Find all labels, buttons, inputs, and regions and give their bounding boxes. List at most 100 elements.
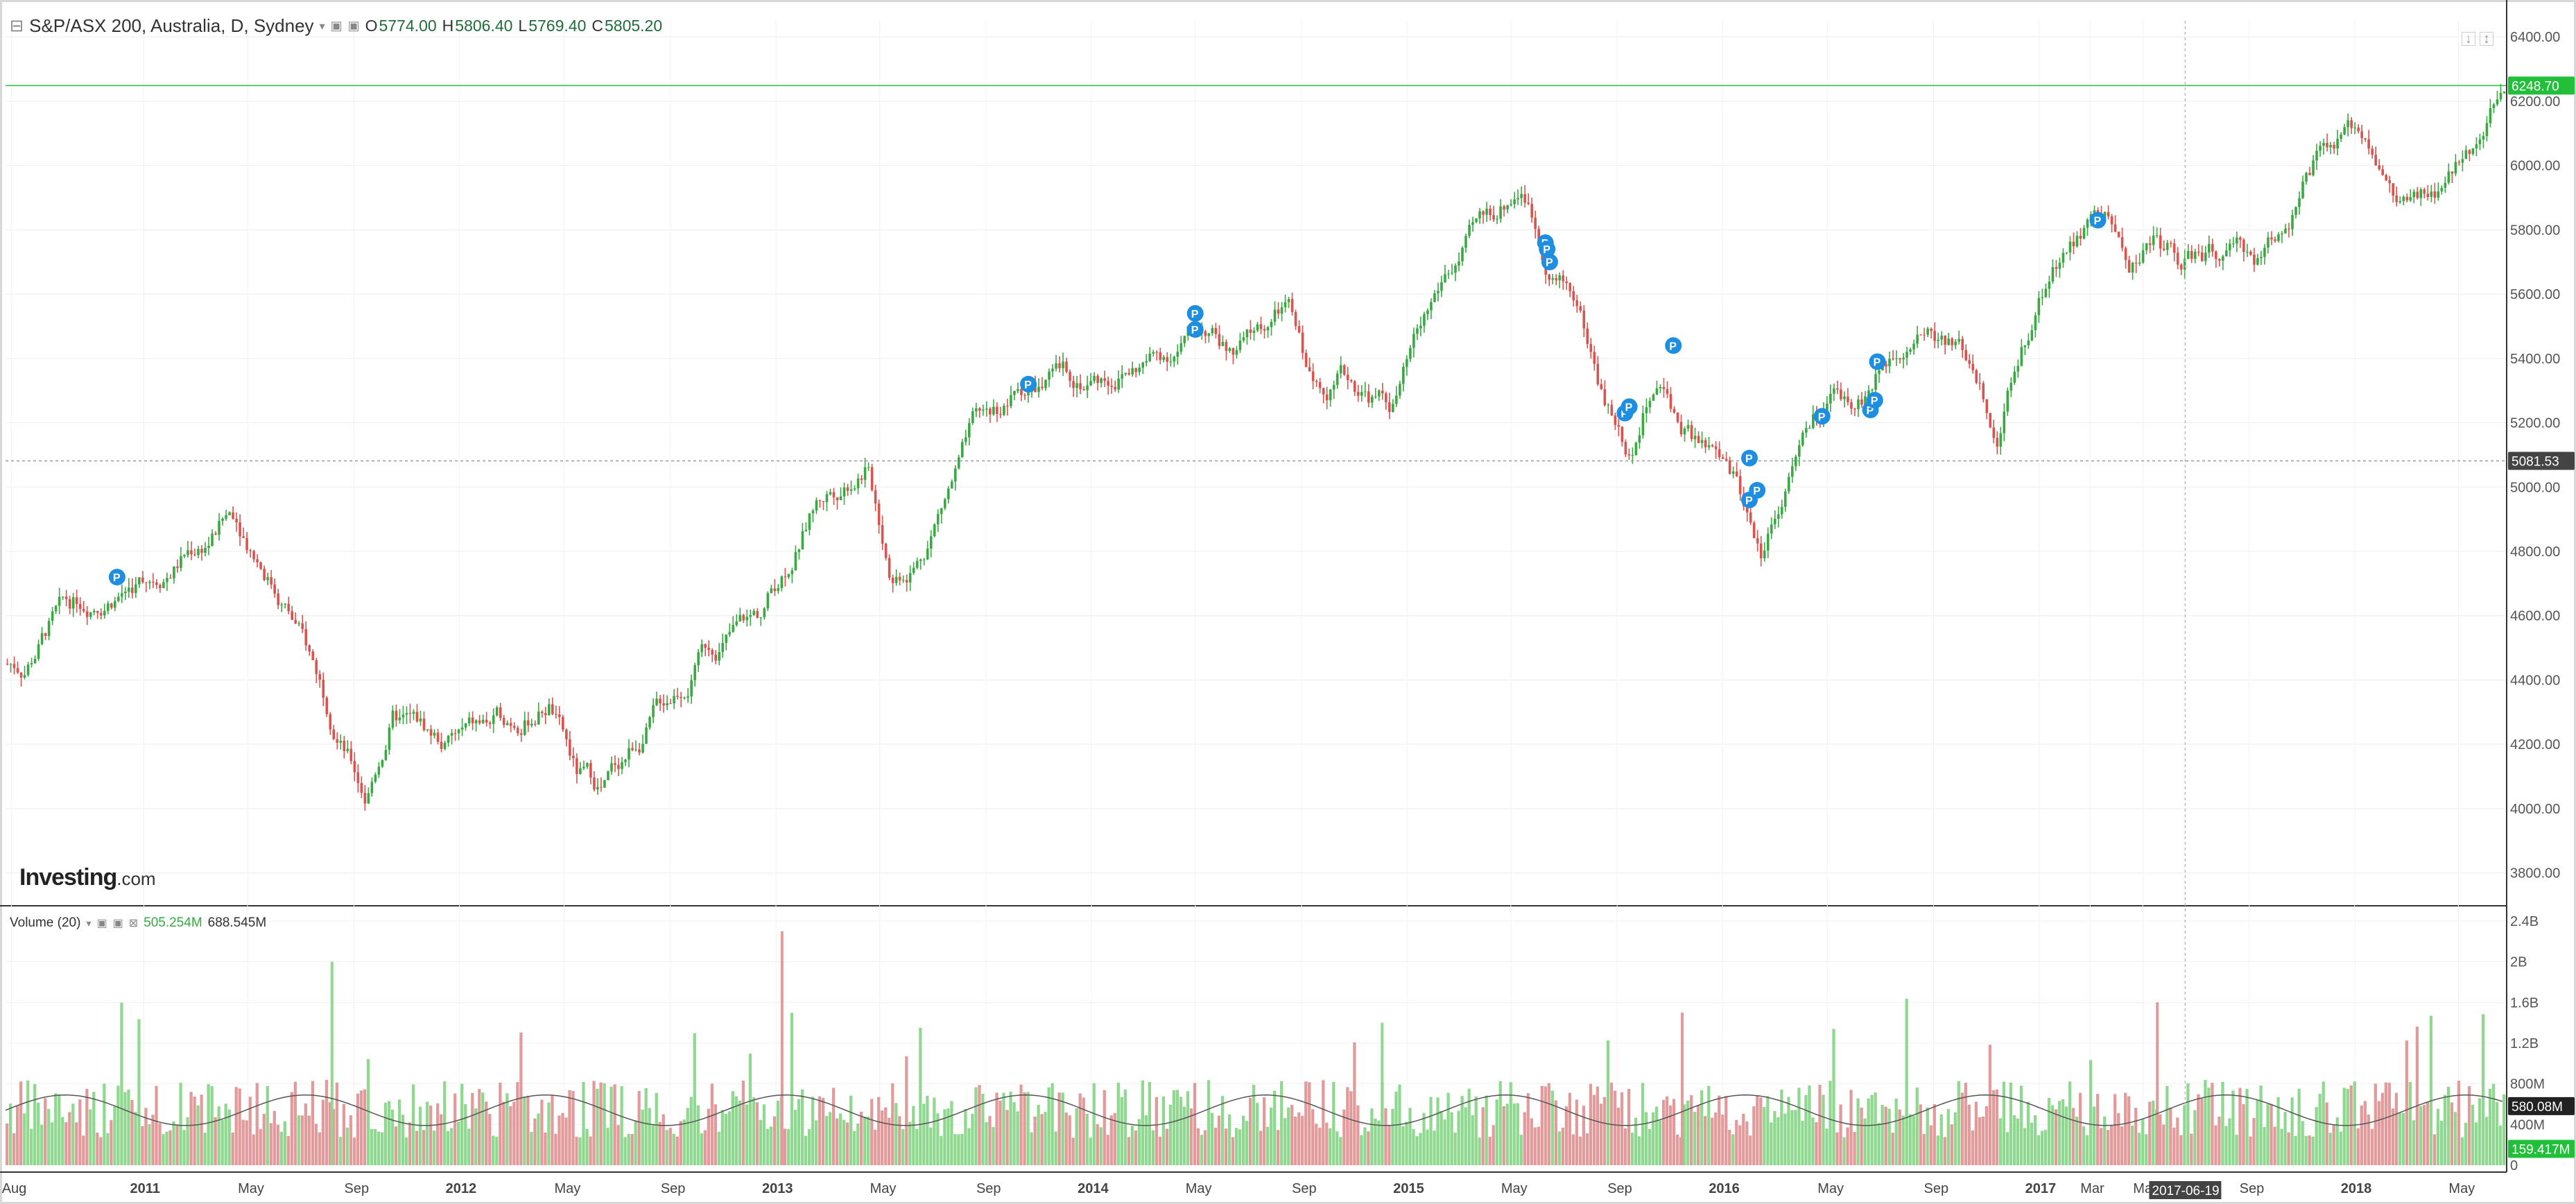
hide-icon[interactable]: ▣ [112,918,123,929]
volume-bar [689,1096,693,1165]
volume-bar [1002,1092,1005,1165]
hide-icon[interactable]: ▣ [347,19,360,33]
event-marker[interactable]: P [1186,304,1204,322]
candle-body [2416,191,2419,198]
volume-bar [214,1117,217,1165]
candle-body [391,710,395,728]
volume-bar [1113,1112,1116,1165]
volume-bar [345,1127,349,1165]
chevron-down-icon[interactable]: ▾ [86,917,92,929]
candle-body [1471,222,1474,225]
volume-bar [571,1090,575,1165]
volume-bar [2214,1125,2218,1165]
event-marker[interactable]: P [1665,337,1682,354]
candle-body [2107,212,2110,216]
candle-body [1766,533,1770,551]
event-marker[interactable]: P [1749,481,1766,499]
candle-body [2482,136,2485,140]
volume-bar [1405,1121,1408,1165]
collapse-icon[interactable]: ⊟ [10,17,24,35]
volume-bar [978,1085,981,1165]
event-marker[interactable]: P [2089,212,2107,229]
volume-bar [940,1135,943,1165]
candle-body [2312,160,2315,175]
chevron-down-icon[interactable]: ▾ [319,20,325,33]
candle-body [1926,328,1929,335]
volume-bar [2138,1133,2141,1165]
volume-bar [1329,1128,1332,1165]
event-marker-circle [1186,321,1204,338]
event-marker-circle [108,569,126,586]
candle-body [2075,235,2079,247]
candle-body [1492,214,1495,220]
time-tick-label: 2016 [1709,1181,1740,1196]
volume-bar [1578,1136,1582,1165]
candle-body [2027,340,2030,345]
candle-body [888,558,891,578]
volume-bar [238,1088,241,1165]
candle-body [725,634,728,643]
event-marker[interactable]: P [1539,241,1556,258]
candle-body [1134,368,1138,372]
settings-icon[interactable]: ▣ [330,19,343,33]
event-marker[interactable]: P [1866,392,1883,409]
candle-body [2371,148,2374,155]
settings-icon[interactable]: ▣ [96,918,107,929]
event-marker[interactable]: P [1186,321,1204,338]
candle-body [680,696,682,698]
volume-bar [2172,1127,2176,1165]
candle-body [1847,396,1849,402]
volume-bar [1901,1115,1905,1165]
volume-bar [516,1082,519,1165]
event-marker[interactable]: P [1020,375,1037,393]
volume-bar [2502,1094,2506,1165]
volume-bar [1648,1128,1652,1165]
candle-body [1155,352,1159,353]
candle-body [1121,374,1123,379]
event-marker[interactable]: P [1740,449,1758,467]
close-icon[interactable]: ⊠ [128,918,139,929]
event-marker[interactable]: P [1813,408,1831,425]
event-marker[interactable]: P [1620,398,1638,415]
candle-body [54,605,58,612]
volume-bar [1991,1090,1996,1165]
volume-bar [551,1094,554,1165]
price-tick-label: 5000.00 [2510,480,2560,495]
candle-body [1738,476,1742,495]
price-tick-label: 5200.00 [2510,416,2560,431]
candle-body [1662,387,1666,389]
candle-body [540,712,544,714]
volume-bar [1026,1092,1030,1165]
event-marker[interactable]: P [1869,353,1886,370]
event-marker[interactable]: P [1541,253,1558,270]
price-tick-label: 5600.00 [2510,287,2560,302]
volume-bar [1234,1128,1238,1165]
candle-body [322,680,325,698]
candle-body [569,739,571,756]
candle-body [1342,365,1346,375]
scroll-right-icon[interactable]: ↕ [2480,32,2493,46]
event-marker[interactable]: P [108,569,126,586]
candle-body [360,783,363,793]
candle-body [1610,404,1614,416]
volume-bar [1877,1123,1881,1165]
volume-bar [540,1099,544,1165]
volume-bar [1231,1137,1235,1165]
candle-body [1652,394,1655,401]
scroll-down-icon[interactable]: ↓ [2462,32,2475,46]
price-tick-label: 3800.00 [2510,866,2560,882]
candle-body [1433,293,1436,302]
candle-body [1315,381,1318,382]
volume-bar [1606,1040,1610,1165]
candle-body [23,675,26,678]
candle-body [1499,206,1502,219]
candle-body [2388,180,2392,184]
volume-bar [1787,1096,1790,1165]
candle-body [2034,315,2037,331]
candle-body [2367,139,2370,149]
candle-body [1947,338,1950,345]
volume-bar [1596,1086,1600,1165]
volume-bar [2471,1104,2475,1165]
volume-bar [1227,1114,1231,1165]
